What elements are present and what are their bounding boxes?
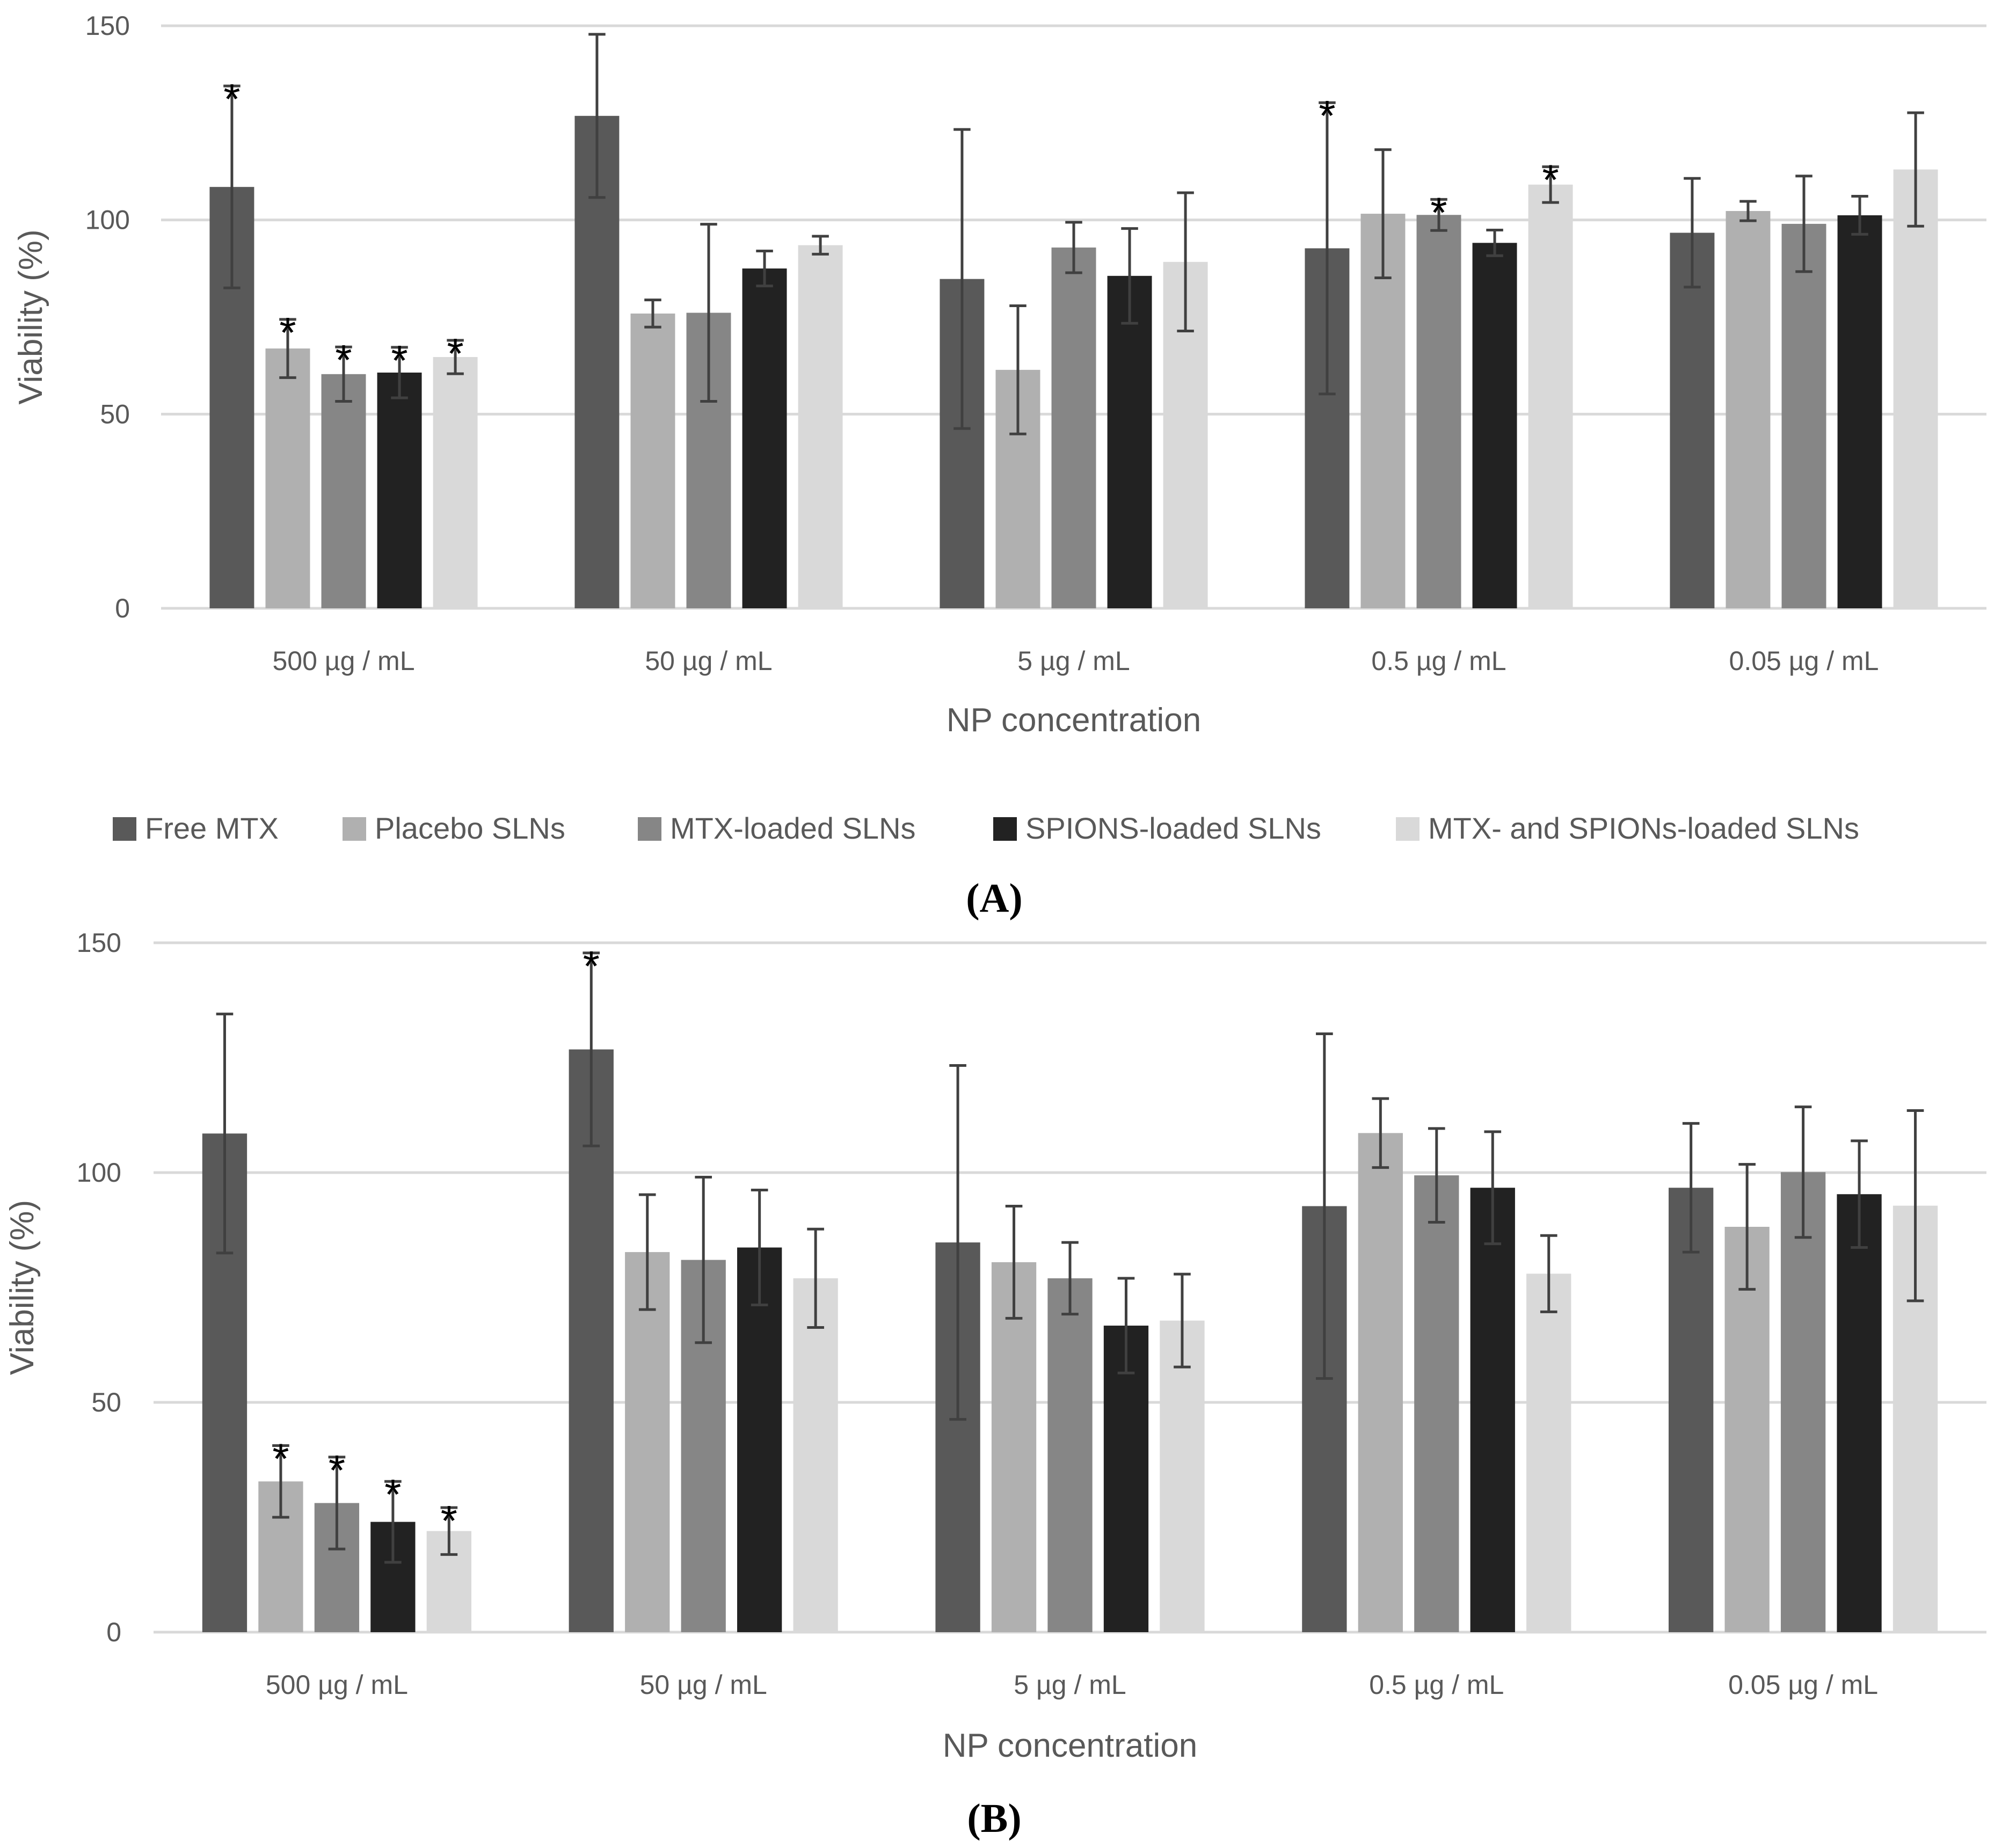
- panel-b: 0 50 100 150 Viability (%) NP concentration 50…: [4, 928, 1986, 1764]
- bar-mtx-loaded-slns: [1781, 223, 1826, 608]
- y-tick-label: 100: [77, 1158, 121, 1188]
- bar-mtx-and-spions-loaded-slns: [793, 1278, 838, 1632]
- legend-swatch-spions-loaded-slns: [993, 817, 1017, 841]
- bar-mtx-loaded-slns: [1414, 1175, 1459, 1632]
- x-tick-label: 50 µg / mL: [640, 1670, 767, 1700]
- legend: Free MTX Placebo SLNs MTX-loaded SLNs SPION…: [113, 811, 1859, 845]
- significance-star: *: [272, 1435, 289, 1482]
- bar-mtx-and-spions-loaded-slns: [1160, 1320, 1205, 1632]
- y-axis-title: Viability (%): [4, 1200, 41, 1375]
- bar-free-mtx: [1670, 232, 1715, 609]
- bar-mtx-and-spions-loaded-slns: [1893, 169, 1938, 609]
- legend-label-mtx-and-spions-loaded-slns: MTX- and SPIONs-loaded SLNs: [1428, 811, 1859, 845]
- bar-free-mtx: [1669, 1188, 1714, 1632]
- bar-mtx-loaded-slns: [321, 374, 366, 608]
- bar-spions-loaded-slns: [1470, 1188, 1515, 1632]
- y-tick-label: 0: [106, 1617, 121, 1647]
- significance-star: *: [1430, 188, 1447, 236]
- bar-mtx-and-spions-loaded-slns: [1528, 184, 1573, 608]
- bar-spions-loaded-slns: [1107, 275, 1152, 608]
- x-tick-label: 500 µg / mL: [272, 646, 414, 676]
- bar-placebo-slns: [1358, 1133, 1403, 1632]
- bar-placebo-slns: [1360, 214, 1406, 608]
- y-tick-label: 100: [85, 205, 130, 235]
- panel-label-b: (B): [967, 1796, 1021, 1841]
- significance-star: *: [447, 330, 464, 377]
- y-tick-label: 50: [91, 1387, 121, 1417]
- legend-label-mtx-loaded-slns: MTX-loaded SLNs: [670, 811, 916, 845]
- y-axis-title: Viability (%): [12, 229, 49, 404]
- significance-star: *: [1319, 92, 1335, 140]
- significance-star: *: [384, 1471, 401, 1518]
- y-tick-label: 50: [100, 399, 130, 429]
- panel-a: 0 50 100 150 Viability (%) NP concentration 50…: [12, 11, 1986, 739]
- y-tick-label: 150: [85, 11, 130, 41]
- bar-mtx-loaded-slns: [1416, 215, 1461, 609]
- legend-label-placebo-slns: Placebo SLNs: [375, 811, 565, 845]
- bar-mtx-loaded-slns: [1047, 1278, 1093, 1632]
- bar-mtx-and-spions-loaded-slns: [1526, 1274, 1571, 1632]
- significance-star: *: [391, 337, 407, 384]
- x-tick-label: 50 µg / mL: [645, 646, 772, 676]
- x-axis-title: NP concentration: [943, 1727, 1197, 1764]
- bar-placebo-slns: [1726, 211, 1771, 608]
- significance-star: *: [279, 309, 296, 356]
- bar-mtx-and-spions-loaded-slns: [433, 357, 478, 608]
- x-tick-label: 5 µg / mL: [1017, 646, 1130, 676]
- bar-placebo-slns: [630, 313, 675, 608]
- x-tick-label: 500 µg / mL: [266, 1670, 408, 1700]
- x-tick-label: 0.5 µg / mL: [1371, 646, 1506, 676]
- significance-star: *: [583, 942, 600, 990]
- significance-star: *: [335, 336, 352, 384]
- legend-label-free-mtx: Free MTX: [145, 811, 279, 845]
- bar-spions-loaded-slns: [742, 268, 787, 608]
- bar-mtx-and-spions-loaded-slns: [798, 245, 843, 608]
- x-tick-label: 0.5 µg / mL: [1369, 1670, 1504, 1700]
- bar-spions-loaded-slns: [1472, 243, 1517, 608]
- legend-swatch-placebo-slns: [343, 817, 366, 841]
- x-tick-label: 0.05 µg / mL: [1729, 646, 1879, 676]
- bar-placebo-slns: [1724, 1227, 1770, 1632]
- legend-swatch-mtx-loaded-slns: [638, 817, 661, 841]
- bar-placebo-slns: [625, 1252, 670, 1632]
- x-tick-label: 0.05 µg / mL: [1728, 1670, 1878, 1700]
- significance-star: *: [1542, 156, 1559, 204]
- bar-mtx-loaded-slns: [1780, 1172, 1826, 1632]
- panel-label-a: (A): [966, 876, 1023, 921]
- bar-spions-loaded-slns: [1837, 1194, 1882, 1632]
- legend-swatch-free-mtx: [113, 817, 136, 841]
- legend-label-spions-loaded-slns: SPIONS-loaded SLNs: [1025, 811, 1321, 845]
- legend-swatch-mtx-and-spions-loaded-slns: [1396, 817, 1420, 841]
- significance-star: *: [223, 75, 240, 123]
- bar-placebo-slns: [265, 348, 310, 608]
- x-tick-label: 5 µg / mL: [1014, 1670, 1126, 1700]
- bar-placebo-slns: [991, 1262, 1037, 1632]
- bar-spions-loaded-slns: [737, 1247, 782, 1632]
- bar-spions-loaded-slns: [1837, 215, 1882, 608]
- y-tick-label: 0: [115, 593, 130, 623]
- bar-spions-loaded-slns: [1103, 1326, 1149, 1632]
- y-tick-label: 150: [77, 928, 121, 958]
- significance-star: *: [329, 1446, 345, 1494]
- bar-spions-loaded-slns: [377, 372, 422, 608]
- x-axis-title: NP concentration: [947, 702, 1201, 739]
- bar-mtx-loaded-slns: [1051, 248, 1096, 609]
- significance-star: *: [441, 1497, 457, 1545]
